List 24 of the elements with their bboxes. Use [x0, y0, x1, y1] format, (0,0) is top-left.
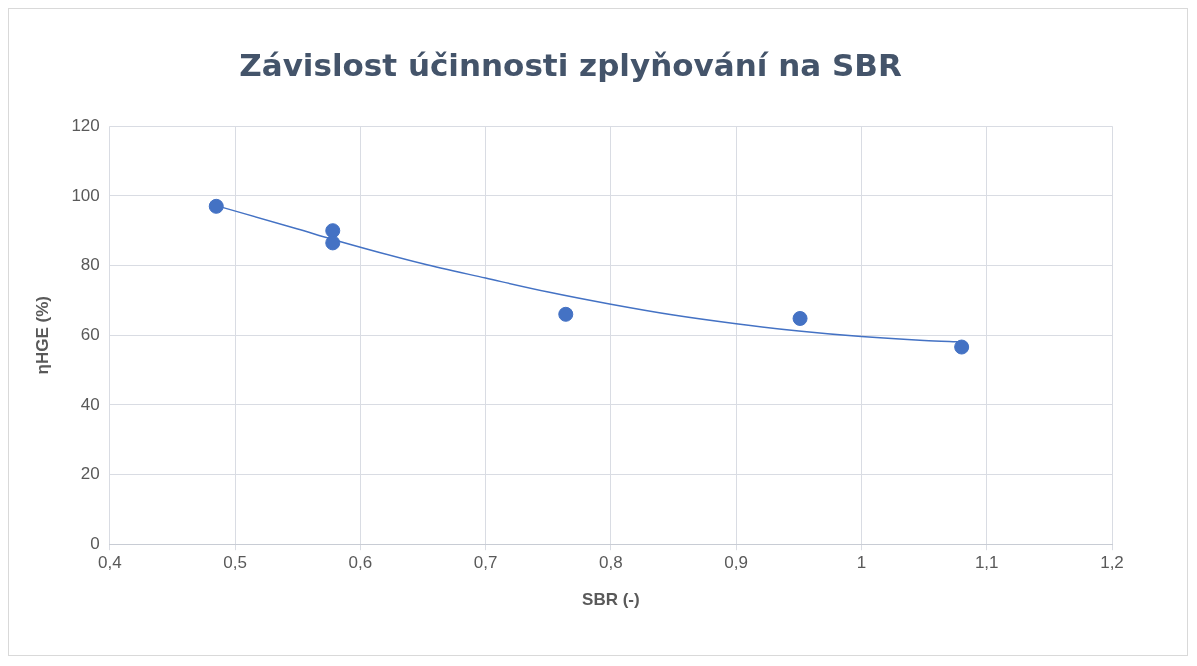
y-axis-title: ηHGE (%): [32, 296, 52, 375]
y-tick-label: 120: [71, 115, 100, 135]
x-tick-label: 0,6: [348, 553, 373, 573]
point: [208, 198, 224, 214]
x-axis-title: SBR (-): [582, 590, 640, 610]
y-tick-label: 0: [90, 533, 100, 553]
x-tick-label: 1,2: [1100, 553, 1124, 573]
y-tick-label: 60: [80, 324, 100, 344]
y-tick-label: 40: [80, 394, 100, 414]
y-tick-label: 20: [80, 464, 100, 484]
x-tick-label: 0,9: [724, 553, 748, 573]
x-tick-label: 0,7: [473, 553, 498, 573]
point: [325, 235, 341, 251]
x-tick-label: 0,8: [599, 553, 623, 573]
point: [954, 339, 970, 355]
point: [558, 306, 574, 322]
x-tick-label: 0,5: [223, 553, 247, 573]
y-tick-label: 100: [71, 185, 100, 205]
chart-title: Závislost účinnosti zplyňování na SBR: [239, 46, 902, 83]
x-tick-label: 1,1: [974, 553, 999, 573]
y-tick-label: 80: [80, 255, 100, 275]
x-tick-label: 0,4: [97, 553, 122, 573]
x-tick-label: 1: [856, 553, 867, 573]
point: [792, 310, 808, 326]
